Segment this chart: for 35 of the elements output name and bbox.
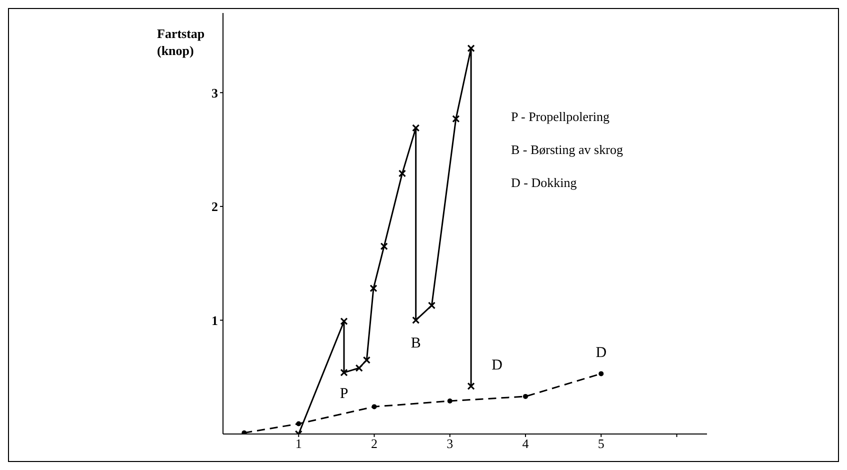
- annotation: B: [410, 336, 421, 352]
- point: [355, 364, 363, 372]
- x-tick-label: 3: [446, 436, 454, 452]
- point: [296, 421, 302, 426]
- point: [242, 430, 247, 434]
- point: [412, 124, 420, 132]
- x-tick-label: 2: [371, 436, 378, 452]
- point: [452, 115, 460, 123]
- y-tick-label: 1: [212, 312, 218, 328]
- point: [412, 316, 420, 324]
- annotation: D: [596, 345, 607, 362]
- point: [340, 318, 348, 326]
- point: [340, 368, 348, 376]
- point: [523, 394, 528, 399]
- x-tick-label: 4: [522, 436, 530, 452]
- point: [467, 382, 475, 390]
- point: [370, 284, 378, 292]
- annotation: D - Dokking: [511, 175, 578, 192]
- point: [447, 398, 452, 404]
- point: [428, 302, 436, 310]
- annotation: P: [340, 386, 348, 402]
- annotation: D: [492, 358, 503, 374]
- point: [372, 404, 377, 410]
- annotation: P - Propellpolering: [511, 109, 610, 126]
- x-tick-label: 1: [295, 436, 302, 452]
- y-axis-title: Fartstap (knop): [157, 25, 205, 59]
- point: [398, 170, 406, 178]
- point: [362, 356, 370, 364]
- point: [467, 44, 475, 52]
- point: [598, 371, 604, 376]
- y-tick-label: 2: [212, 199, 218, 214]
- y-tick-label: 3: [212, 85, 218, 100]
- annotation: B - Børsting av skrog: [511, 142, 623, 159]
- point: [380, 242, 388, 250]
- x-tick-label: 5: [598, 436, 604, 452]
